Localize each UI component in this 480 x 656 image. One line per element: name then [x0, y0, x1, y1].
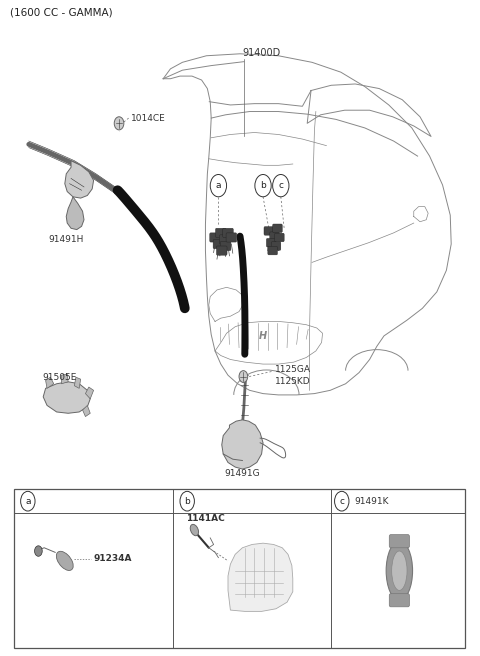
- FancyBboxPatch shape: [220, 241, 231, 251]
- FancyBboxPatch shape: [271, 241, 281, 250]
- Polygon shape: [222, 420, 263, 469]
- FancyBboxPatch shape: [389, 594, 409, 607]
- Text: 1141AC: 1141AC: [186, 514, 225, 523]
- FancyBboxPatch shape: [216, 246, 227, 255]
- Text: 1125KD: 1125KD: [275, 377, 310, 386]
- Circle shape: [239, 371, 248, 382]
- FancyBboxPatch shape: [389, 535, 409, 548]
- FancyBboxPatch shape: [216, 228, 226, 237]
- Polygon shape: [228, 543, 293, 611]
- Polygon shape: [61, 374, 68, 384]
- Text: c: c: [339, 497, 344, 506]
- FancyBboxPatch shape: [219, 235, 230, 244]
- Text: (1600 CC - GAMMA): (1600 CC - GAMMA): [10, 8, 112, 18]
- Polygon shape: [46, 377, 54, 388]
- Text: a: a: [216, 181, 221, 190]
- Polygon shape: [85, 387, 94, 399]
- Text: 91491K: 91491K: [354, 497, 389, 506]
- Circle shape: [35, 546, 42, 556]
- Text: H: H: [259, 331, 267, 341]
- FancyBboxPatch shape: [270, 232, 279, 240]
- Text: 91505E: 91505E: [42, 373, 77, 382]
- Polygon shape: [83, 405, 90, 417]
- FancyBboxPatch shape: [273, 224, 282, 232]
- FancyBboxPatch shape: [210, 233, 220, 242]
- Text: 91400D: 91400D: [242, 48, 281, 58]
- FancyBboxPatch shape: [268, 246, 277, 255]
- FancyBboxPatch shape: [213, 239, 224, 249]
- Bar: [14, 489, 465, 648]
- FancyBboxPatch shape: [275, 233, 284, 241]
- Text: 91234A: 91234A: [94, 554, 132, 564]
- Text: 1014CE: 1014CE: [131, 113, 165, 123]
- FancyBboxPatch shape: [226, 233, 237, 242]
- Polygon shape: [66, 197, 84, 230]
- Text: c: c: [278, 181, 283, 190]
- Polygon shape: [43, 382, 90, 413]
- Text: 91491H: 91491H: [48, 235, 84, 244]
- Text: a: a: [25, 497, 31, 506]
- Ellipse shape: [56, 551, 73, 571]
- Polygon shape: [74, 377, 81, 388]
- Ellipse shape: [392, 551, 407, 590]
- Circle shape: [114, 117, 124, 130]
- Ellipse shape: [190, 524, 199, 536]
- Text: 91491G: 91491G: [225, 469, 260, 478]
- FancyBboxPatch shape: [266, 238, 276, 247]
- Text: 1125GA: 1125GA: [275, 365, 311, 375]
- FancyBboxPatch shape: [264, 226, 274, 235]
- FancyBboxPatch shape: [223, 228, 233, 237]
- Text: b: b: [184, 497, 190, 506]
- Ellipse shape: [386, 541, 412, 600]
- Text: b: b: [260, 181, 266, 190]
- Polygon shape: [65, 161, 94, 198]
